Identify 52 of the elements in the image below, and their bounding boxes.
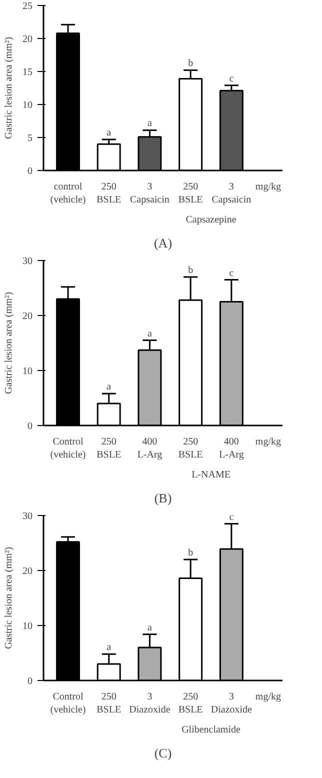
x-tick-label: Control (vehicle)	[50, 436, 86, 461]
y-tick-label: 15	[22, 67, 32, 78]
data-label: c	[229, 73, 234, 84]
text: Glibenclamide	[182, 724, 241, 736]
y-tick-label: 30	[22, 511, 32, 522]
data-label: a	[106, 127, 112, 138]
x-tick-label: 400 L-Arg	[137, 436, 162, 461]
text: mg/kg	[255, 692, 281, 702]
y-tick-label: 10	[22, 366, 32, 377]
data-label: a	[148, 328, 153, 340]
data-label: b	[188, 265, 194, 276]
x-tick-label: Control (vehicle)	[50, 692, 86, 716]
text: mg/kg	[255, 182, 281, 192]
y-axis-title: Gastric lesion area (mm²)	[4, 36, 14, 140]
data-label: a	[148, 622, 153, 634]
y-axis-title: Gastric lesion area (mm²)	[4, 292, 14, 394]
y-tick-label: 20	[22, 311, 32, 322]
x-tick-label: 250 BSLE	[96, 182, 122, 206]
y-tick-label: 20	[22, 34, 32, 45]
data-label: c	[229, 268, 234, 279]
data-label: a	[106, 382, 112, 393]
text: mg/kg	[255, 436, 281, 448]
x-tick-label: 250 BSLE	[178, 692, 203, 716]
text: (C)	[154, 746, 172, 760]
text: (A)	[154, 236, 172, 250]
x-tick-label: 3 Diazoxide	[210, 692, 253, 716]
y-tick-label: 10	[22, 621, 32, 632]
data-label: b	[188, 58, 194, 70]
y-tick-label: 0	[28, 166, 32, 177]
y-tick-label: 0	[28, 421, 32, 432]
x-tick-label: 250 BSLE	[96, 692, 122, 716]
y-tick-label: 10	[22, 100, 32, 111]
x-tick-label: control (vehicle)	[50, 182, 86, 206]
text: Capsazepine	[186, 214, 237, 226]
y-tick-label: 0	[28, 676, 32, 687]
x-tick-label: 3 Capsaicin	[130, 182, 170, 206]
x-tick-label: 250 BSLE	[178, 436, 203, 461]
x-tick-label: 400 L-Arg	[219, 436, 244, 461]
y-tick-label: 30	[22, 256, 32, 267]
x-tick-label: 3 Capsaicin	[212, 182, 252, 206]
y-tick-label: 20	[22, 566, 32, 577]
x-tick-label: 3 Diazoxide	[129, 692, 171, 716]
text: (B)	[154, 490, 172, 506]
data-label: a	[148, 118, 153, 130]
y-tick-label: 5	[28, 133, 32, 144]
y-axis-title: Gastric lesion area (mm²)	[4, 546, 14, 650]
x-tick-label: 250 BSLE	[178, 182, 203, 206]
y-tick-label: 25	[22, 1, 32, 12]
data-label: b	[188, 548, 194, 558]
text: L-NAME	[192, 470, 230, 480]
x-tick-label: 250 BSLE	[96, 436, 122, 461]
data-label: a	[106, 642, 112, 654]
